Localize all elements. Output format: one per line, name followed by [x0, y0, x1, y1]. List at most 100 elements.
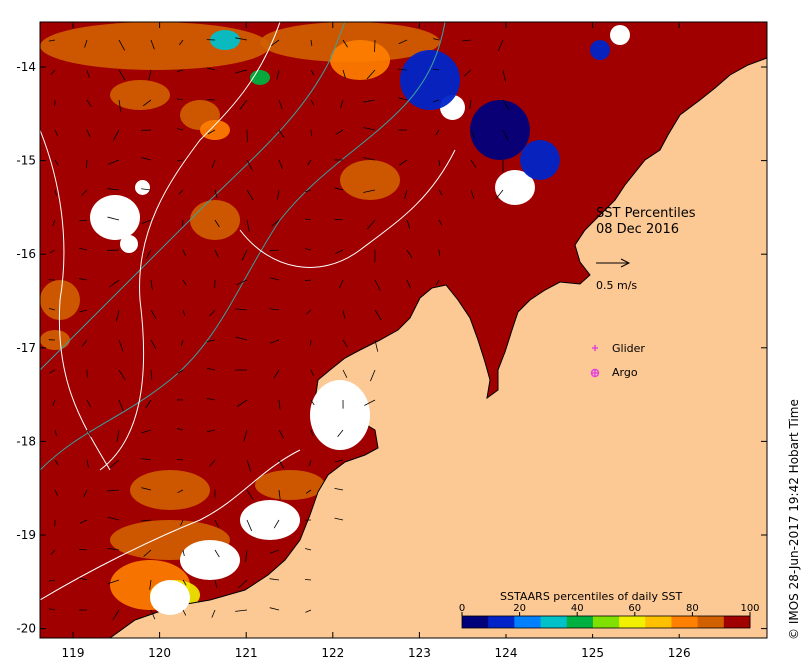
current-vector — [86, 129, 91, 138]
current-vector — [305, 548, 312, 551]
current-vector — [397, 68, 408, 71]
current-vector — [307, 159, 312, 166]
current-vector — [334, 218, 344, 221]
current-vector — [246, 489, 254, 501]
current-vector — [337, 429, 344, 437]
current-vector — [335, 249, 344, 255]
colorbar: SSTAARS percentiles of daily SST 0 20 40 60… — [459, 586, 760, 634]
colorbar-tick-label: 20 — [513, 603, 526, 614]
x-tick-label: 121 — [235, 646, 258, 660]
x-tick-label: 126 — [668, 646, 691, 660]
current-vector — [107, 547, 120, 551]
current-vector — [141, 188, 152, 191]
land-mass — [109, 22, 767, 638]
current-vector — [304, 218, 312, 221]
argo-legend: Argo — [590, 366, 638, 379]
y-axis: -14 -15 -16 -17 -18 -19 -20 — [16, 60, 767, 636]
current-vector — [52, 399, 56, 406]
current-vector — [305, 248, 312, 251]
current-vector — [118, 339, 124, 352]
current-vector — [310, 99, 315, 106]
current-vector — [310, 129, 312, 137]
current-vector — [305, 489, 312, 494]
current-vector — [277, 189, 280, 200]
current-vector — [470, 189, 475, 199]
current-vector — [182, 249, 186, 256]
current-vector — [214, 519, 220, 528]
current-vector — [464, 69, 472, 77]
current-vector — [342, 69, 346, 79]
current-vector — [176, 128, 184, 131]
current-vector — [150, 369, 153, 380]
current-vector — [211, 609, 216, 618]
current-vector — [406, 249, 413, 258]
glider-label: Glider — [612, 342, 645, 355]
current-vector — [269, 249, 280, 252]
current-vector — [269, 549, 280, 554]
current-vector — [150, 309, 157, 319]
current-vector — [366, 69, 376, 80]
current-vector — [235, 279, 248, 286]
current-vector — [435, 279, 440, 286]
contour-line — [99, 22, 281, 471]
current-vector — [438, 219, 443, 226]
x-tick-label: 124 — [495, 646, 518, 660]
y-tick-label: -17 — [16, 341, 36, 355]
current-vector — [179, 39, 184, 46]
contour-line — [40, 22, 446, 471]
current-vector — [206, 67, 216, 71]
current-vector — [502, 129, 509, 141]
current-vector — [310, 39, 313, 47]
warm-patch — [340, 160, 400, 200]
current-vector — [246, 159, 253, 171]
current-vector — [180, 519, 184, 526]
current-vector — [278, 429, 285, 439]
current-vector — [374, 339, 379, 352]
current-vector — [86, 99, 92, 107]
current-vector — [433, 68, 440, 71]
y-tick-label: -14 — [16, 60, 36, 74]
missing-hole — [135, 180, 150, 195]
colorbar-title: SSTAARS percentiles of daily SST — [500, 590, 682, 603]
colorbar-cell — [488, 616, 515, 628]
current-vector — [397, 97, 408, 101]
colorbar-cell — [671, 616, 699, 628]
current-vector — [84, 39, 88, 48]
missing-hole — [90, 195, 140, 240]
x-tick-label: 119 — [62, 646, 85, 660]
current-vector — [141, 219, 152, 224]
colorbar-cell — [619, 616, 646, 628]
current-vector — [235, 336, 248, 341]
current-vector — [273, 519, 280, 529]
missing-hole — [150, 580, 190, 615]
current-vector — [142, 99, 152, 107]
colorbar-cell — [592, 616, 620, 628]
current-vector — [150, 279, 153, 290]
current-vector — [150, 609, 156, 620]
current-vector — [243, 429, 248, 442]
current-vector — [50, 69, 56, 75]
current-vector — [239, 99, 248, 110]
current-vector — [310, 369, 314, 376]
current-vector — [149, 579, 152, 590]
current-vector — [246, 459, 252, 472]
warm-patch — [255, 470, 325, 500]
current-vector — [150, 339, 157, 349]
current-vector — [182, 219, 184, 227]
current-vector — [438, 159, 441, 167]
current-vector — [399, 159, 408, 166]
colorbar-tick-label: 40 — [571, 603, 584, 614]
current-vector — [278, 159, 283, 170]
current-vector — [304, 578, 312, 581]
current-vector — [246, 219, 250, 232]
contour-line — [239, 149, 456, 268]
current-vector — [235, 609, 248, 612]
current-vectors — [48, 37, 510, 621]
current-vector — [335, 129, 344, 135]
colorbar-cell — [697, 616, 725, 628]
current-vector — [334, 487, 344, 491]
colorbar-tick-label: 0 — [459, 603, 465, 614]
current-vector — [182, 579, 187, 586]
current-vector — [306, 309, 312, 315]
current-vector — [342, 39, 348, 48]
